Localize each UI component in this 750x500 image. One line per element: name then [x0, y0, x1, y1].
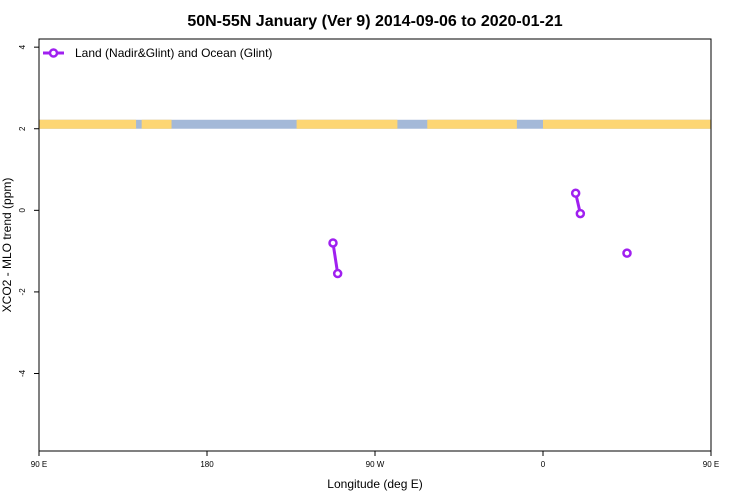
data-point [575, 208, 586, 219]
data-point [570, 188, 581, 198]
data-point [328, 238, 338, 248]
x-axis-label: Longitude (deg E) [327, 477, 422, 491]
x-tick-label: 90 W [366, 460, 385, 469]
x-tick-label: 0 [541, 460, 546, 469]
land-band [296, 119, 398, 129]
land-band [39, 119, 137, 129]
land-band [141, 119, 172, 129]
data-point [332, 268, 343, 279]
series-line-segment [331, 242, 340, 274]
data-point [622, 248, 632, 258]
x-tick-label: 90 E [703, 460, 719, 469]
y-tick-label: 2 [18, 126, 27, 131]
x-axis: 90 E 180 90 W 0 90 E [31, 451, 719, 469]
legend: Land (Nadir&Glint) and Ocean (Glint) [43, 46, 272, 60]
x-tick-label: 90 E [31, 460, 47, 469]
y-tick-label: -4 [18, 369, 27, 377]
land-band [543, 119, 711, 129]
y-axis: 4 2 0 -2 -4 [18, 44, 39, 377]
y-axis-label: XCO2 - MLO trend (ppm) [0, 178, 14, 313]
chart-title: 50N-55N January (Ver 9) 2014-09-06 to 20… [187, 13, 562, 30]
land-band [427, 119, 517, 129]
series-layer [328, 188, 632, 279]
legend-point-marker [48, 48, 59, 58]
legend-label: Land (Nadir&Glint) and Ocean (Glint) [75, 46, 272, 60]
plot-frame [38, 38, 712, 452]
y-tick-label: 4 [18, 44, 27, 49]
y-tick-label: 0 [18, 208, 27, 213]
y-tick-label: -2 [18, 288, 27, 296]
x-tick-label: 180 [200, 460, 214, 469]
land-ocean-strip [39, 119, 711, 129]
